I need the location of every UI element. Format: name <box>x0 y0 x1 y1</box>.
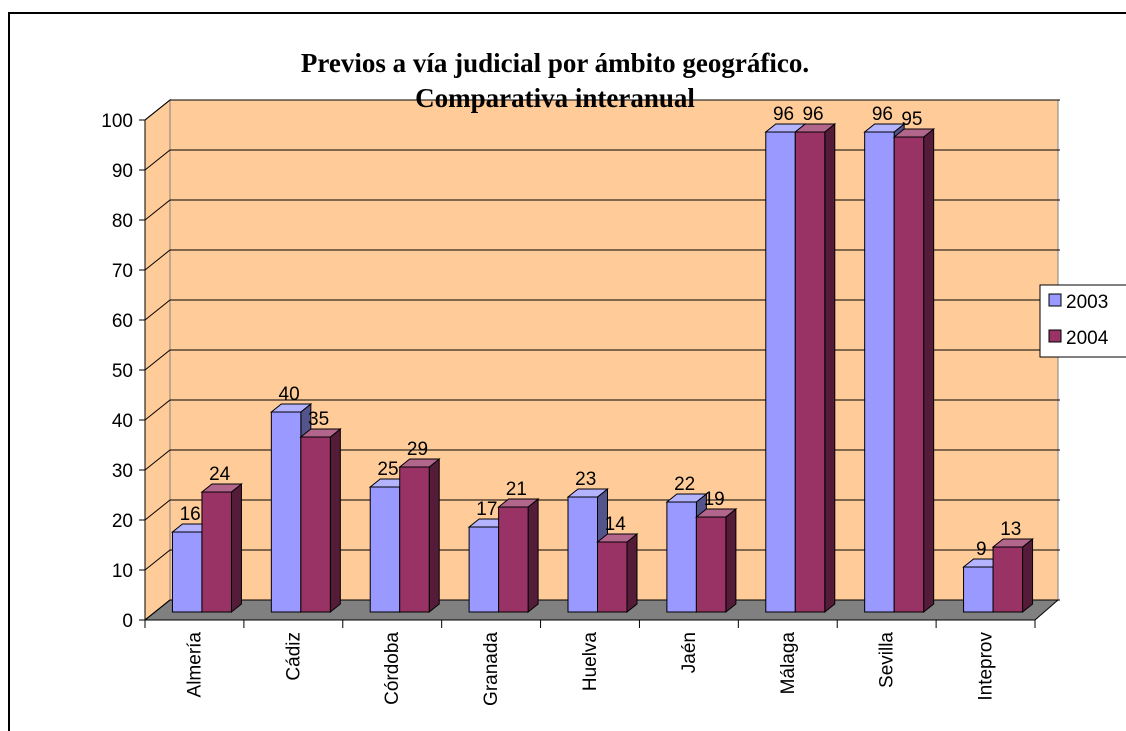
chart-title: Comparativa interanual <box>415 83 695 113</box>
bar-front <box>666 501 697 613</box>
legend-swatch <box>1048 329 1062 343</box>
bar-front <box>992 546 1024 613</box>
y-tick-label: 10 <box>112 561 133 582</box>
data-label: 25 <box>377 459 398 480</box>
y-tick-label: 70 <box>112 261 133 282</box>
grid-line <box>144 199 1060 221</box>
data-label: 13 <box>1000 519 1021 540</box>
bar-front <box>765 131 796 613</box>
bar-front <box>171 531 203 613</box>
data-label: 21 <box>506 479 527 500</box>
bar <box>892 127 936 614</box>
data-label: 96 <box>773 104 794 125</box>
x-tick-label: Almería <box>184 632 205 698</box>
y-tick-label: 20 <box>112 511 133 532</box>
bar-side <box>329 427 341 614</box>
x-tick-label: Inteprov <box>976 632 997 701</box>
grid-line <box>144 299 1060 321</box>
grid-line <box>144 599 1060 621</box>
bar <box>497 497 540 614</box>
data-label: 40 <box>279 384 300 405</box>
bar-front <box>794 131 826 613</box>
bar-front <box>498 506 529 613</box>
y-tick-label: 50 <box>112 361 133 382</box>
legend-label: 2004 <box>1066 328 1109 349</box>
bar-front <box>597 541 628 613</box>
bar-front <box>270 411 302 613</box>
data-label: 23 <box>575 469 596 490</box>
data-label: 17 <box>476 499 497 520</box>
x-tick-label: Cádiz <box>283 632 304 681</box>
bar <box>694 507 738 614</box>
x-tick-label: Jaén <box>679 632 700 673</box>
bar-side <box>725 507 737 614</box>
x-tick-label: Málaga <box>778 632 799 695</box>
x-tick-label: Huelva <box>580 632 601 692</box>
y-tick-label: 60 <box>112 311 133 332</box>
x-tick-label: Granada <box>481 632 502 706</box>
bar-front <box>201 491 232 613</box>
y-tick-label: 100 <box>101 111 133 132</box>
grid-line <box>144 499 1060 521</box>
data-label: 19 <box>704 489 725 510</box>
grid-line <box>144 249 1060 271</box>
bar-front <box>369 486 401 613</box>
y-tick-label: 0 <box>122 611 133 632</box>
bar <box>200 482 243 614</box>
grid-line <box>144 99 1060 121</box>
bar-side <box>1022 537 1034 614</box>
data-label: 35 <box>308 409 329 430</box>
bar <box>596 532 639 614</box>
bar-front <box>893 136 925 613</box>
bar-side <box>428 457 440 614</box>
bar-side <box>923 127 935 614</box>
data-label: 22 <box>674 474 695 495</box>
data-label: 29 <box>407 439 428 460</box>
data-label: 96 <box>872 104 893 125</box>
bar <box>398 457 441 614</box>
grid-line <box>144 149 1060 171</box>
data-label: 95 <box>901 109 922 130</box>
bar <box>299 427 342 614</box>
bar-front <box>963 566 994 613</box>
bar-front <box>864 131 895 613</box>
y-tick-label: 80 <box>112 211 133 232</box>
legend-label: 2003 <box>1066 292 1108 313</box>
bar-front <box>399 466 430 613</box>
grid-line <box>144 549 1060 571</box>
data-label: 24 <box>209 464 231 485</box>
grid-line <box>144 399 1060 421</box>
grid-line <box>144 349 1060 371</box>
chart-title: Previos a vía judicial por ámbito geográ… <box>301 48 809 78</box>
x-tick-label: Sevilla <box>877 632 898 688</box>
grid-line <box>144 449 1060 471</box>
data-label: 14 <box>605 514 627 535</box>
legend-swatch <box>1048 293 1062 307</box>
x-tick-label: Córdoba <box>382 632 403 705</box>
bar-front <box>300 436 331 613</box>
y-tick-label: 90 <box>112 161 133 182</box>
y-tick-label: 40 <box>112 411 133 432</box>
bar <box>991 537 1034 614</box>
bar-side <box>230 482 242 614</box>
bar-side <box>824 122 836 614</box>
bar-side <box>626 532 638 614</box>
data-label: 16 <box>180 504 201 525</box>
y-tick-label: 30 <box>112 461 133 482</box>
data-label: 9 <box>976 539 987 560</box>
bar-front <box>567 496 598 613</box>
bar-front <box>695 516 727 613</box>
bar-front <box>468 526 500 613</box>
bar <box>793 122 837 614</box>
data-label: 96 <box>802 104 823 125</box>
bar-side <box>527 497 539 614</box>
